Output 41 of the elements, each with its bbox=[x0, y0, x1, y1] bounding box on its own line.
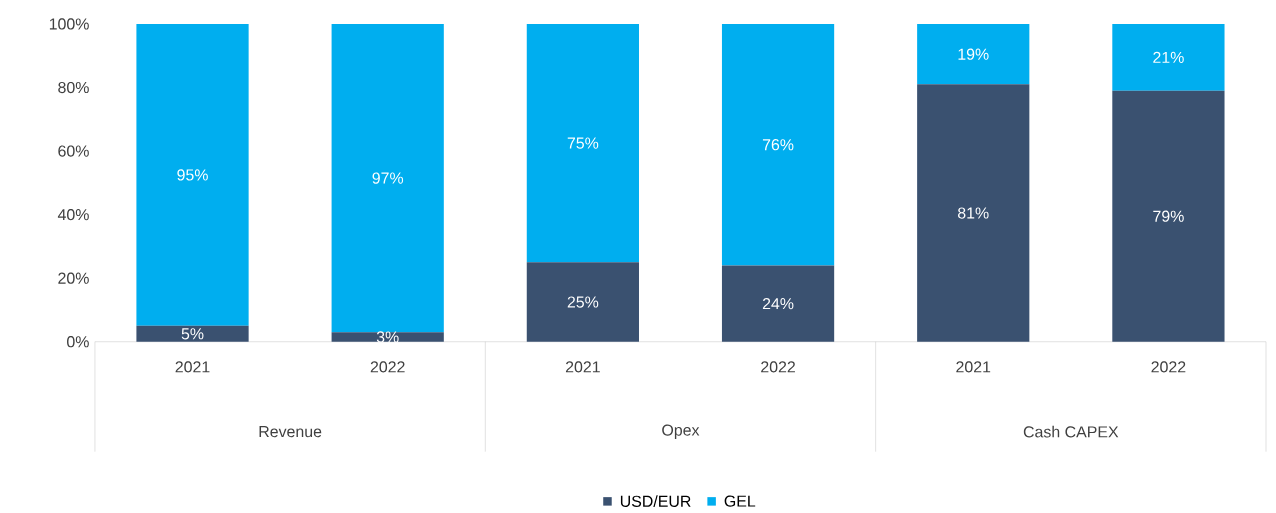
y-tick-label: 40% bbox=[57, 208, 89, 221]
data-label: 19% bbox=[958, 48, 989, 60]
data-label: 24% bbox=[762, 297, 794, 310]
data-label: 5% bbox=[181, 328, 204, 340]
y-tick-label: 80% bbox=[58, 81, 89, 94]
data-label: 95% bbox=[177, 169, 208, 181]
bar bbox=[136, 325, 249, 342]
y-tick-label: 0% bbox=[67, 336, 89, 348]
x-tick-label: 2022 bbox=[1151, 361, 1186, 373]
text: Revenue bbox=[259, 426, 322, 438]
bar bbox=[917, 84, 1030, 342]
bar bbox=[721, 23, 835, 266]
y-tick-label: 100% bbox=[49, 18, 89, 30]
bar bbox=[721, 265, 835, 342]
text: Cash CAPEX bbox=[1023, 425, 1119, 438]
data-label: 97% bbox=[372, 172, 404, 184]
data-label: 81% bbox=[957, 207, 989, 219]
legend-label: USD/EUR bbox=[620, 495, 691, 507]
y-tick-label: 20% bbox=[58, 272, 89, 284]
data-label: 25% bbox=[567, 296, 599, 308]
bar bbox=[1112, 23, 1225, 91]
x-tick-label: 2022 bbox=[761, 361, 795, 373]
y-tick-label: 60% bbox=[58, 145, 89, 157]
data-label: 75% bbox=[567, 137, 599, 149]
bar bbox=[331, 23, 444, 333]
data-label: 79% bbox=[1153, 210, 1184, 222]
bar bbox=[526, 23, 639, 263]
bar bbox=[1112, 90, 1225, 342]
bar bbox=[526, 262, 639, 342]
bar bbox=[331, 332, 444, 342]
x-tick-label: 2021 bbox=[956, 361, 991, 373]
data-label: 76% bbox=[762, 139, 794, 151]
x-tick-label: 2021 bbox=[565, 361, 600, 373]
text: Opex bbox=[662, 424, 700, 439]
data-label: 21% bbox=[1153, 51, 1184, 63]
data-label: 3% bbox=[376, 331, 399, 343]
bar bbox=[136, 23, 249, 326]
bar bbox=[917, 23, 1030, 85]
x-tick-label: 2021 bbox=[175, 361, 210, 373]
legend-label: GEL bbox=[724, 495, 756, 507]
x-tick-label: 2022 bbox=[370, 361, 405, 373]
